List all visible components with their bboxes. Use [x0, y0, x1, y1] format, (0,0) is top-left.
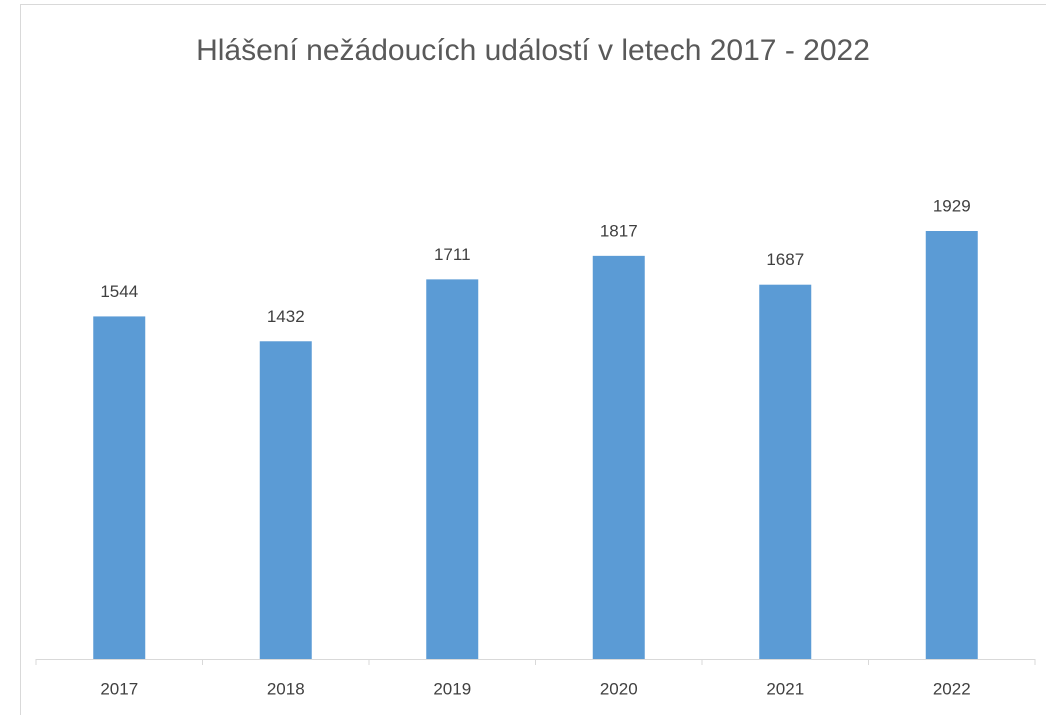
chart-title: Hlášení nežádoucích událostí v letech 20…: [196, 34, 870, 67]
data-label: 1711: [434, 245, 471, 264]
x-tick-label: 2017: [100, 679, 138, 698]
bar: [259, 341, 312, 659]
x-tick-label: 2018: [267, 679, 305, 698]
bar: [925, 231, 978, 659]
x-tick-label: 2021: [766, 679, 804, 698]
bar: [426, 279, 479, 659]
data-label: 1544: [100, 282, 138, 301]
chart-frame: [20, 4, 1046, 715]
data-label: 1929: [933, 196, 971, 215]
bar: [592, 255, 645, 660]
x-tick-label: 2019: [433, 679, 471, 698]
bar: [759, 284, 812, 659]
data-label: 1687: [766, 250, 804, 269]
data-label: 1432: [267, 307, 305, 326]
data-label: 1817: [600, 221, 638, 240]
x-tick-label: 2022: [933, 679, 971, 698]
bar: [93, 316, 146, 659]
x-tick-label: 2020: [600, 679, 638, 698]
